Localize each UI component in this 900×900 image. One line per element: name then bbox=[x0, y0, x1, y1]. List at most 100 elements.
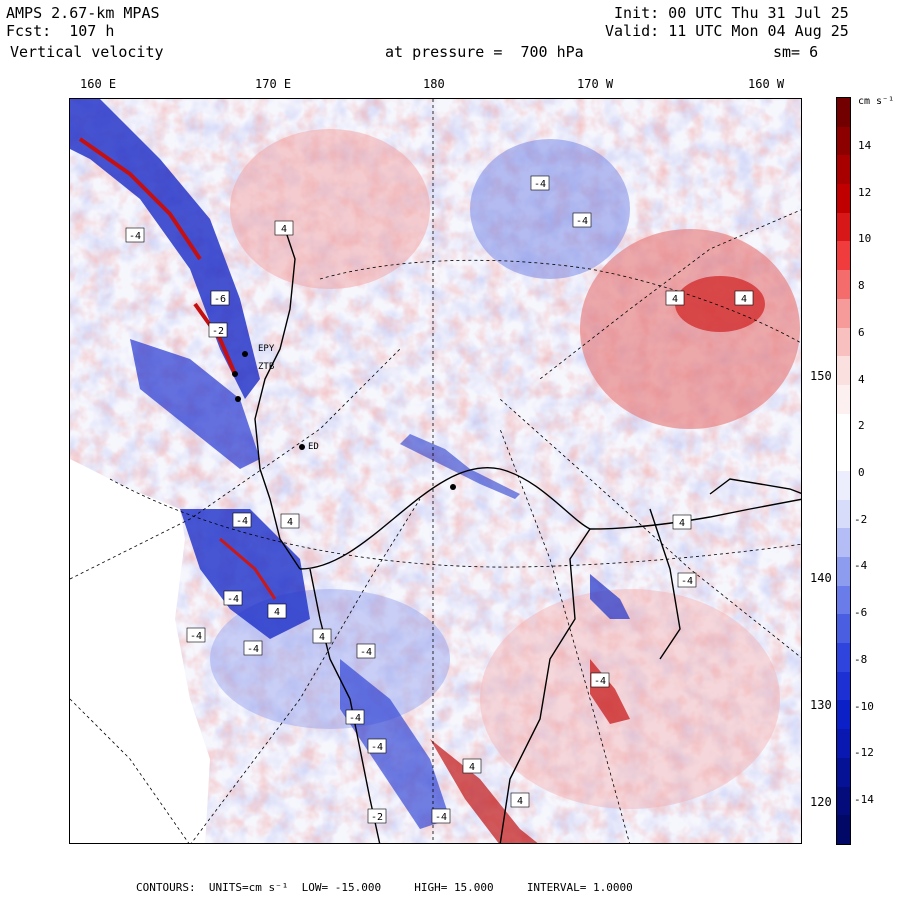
station-label-group: EPY ZTB ED bbox=[258, 344, 319, 452]
contour-box: -2 bbox=[367, 808, 387, 824]
map-canvas: EPY ZTB ED -4 -4 4 -4 4 4 -6 -2 4 -4 -4 … bbox=[70, 99, 801, 843]
svg-text:-4: -4 bbox=[435, 812, 447, 823]
colorbar-tick-label: 12 bbox=[858, 185, 872, 199]
contour-info: CONTOURS: UNITS=cm s⁻¹ LOW= -15.000 HIGH… bbox=[136, 881, 633, 894]
lon-label-160w: 160 W bbox=[748, 77, 785, 91]
svg-text:4: 4 bbox=[741, 294, 747, 305]
ridge-blue-east-1 bbox=[590, 574, 630, 619]
svg-text:-4: -4 bbox=[247, 644, 259, 655]
colorbar-tick-label: 8 bbox=[858, 279, 865, 293]
contour-box: -4 bbox=[186, 627, 206, 643]
contour-boxes: -4 -4 4 -4 4 4 -6 -2 4 -4 -4 4 4 -4 4 -4… bbox=[125, 175, 754, 824]
lon-label-160e: 160 E bbox=[80, 77, 117, 91]
colorbar-segment bbox=[837, 241, 850, 271]
lon-label-170w: 170 W bbox=[577, 77, 614, 91]
svg-text:-4: -4 bbox=[371, 742, 383, 753]
valid-time: Valid: 11 UTC Mon 04 Aug 25 bbox=[605, 22, 849, 40]
station-label-ed: ED bbox=[308, 442, 319, 452]
colorbar-tick-label: 10 bbox=[858, 232, 872, 246]
contour-high: HIGH= 15.000 bbox=[414, 881, 494, 894]
pressure-level: at pressure = 700 hPa bbox=[385, 43, 584, 61]
smoothing: sm= 6 bbox=[773, 43, 819, 61]
svg-text:-4: -4 bbox=[534, 179, 546, 190]
outside-domain bbox=[70, 459, 210, 843]
colorbar-tick-label: -10 bbox=[854, 699, 874, 713]
svg-text:4: 4 bbox=[319, 632, 325, 643]
contour-box: -4 bbox=[232, 512, 252, 528]
colorbar-segment bbox=[837, 126, 850, 156]
colorbar-segment bbox=[837, 585, 850, 615]
contour-box: -4 bbox=[431, 808, 451, 824]
svg-text:4: 4 bbox=[517, 796, 523, 807]
svg-text:4: 4 bbox=[469, 762, 475, 773]
colorbar-tick-label: 4 bbox=[858, 372, 865, 386]
colorbar-segment bbox=[837, 298, 850, 328]
svg-text:4: 4 bbox=[281, 224, 287, 235]
mountain-ridge-red-1 bbox=[78, 137, 202, 261]
svg-text:4: 4 bbox=[679, 518, 685, 529]
colorbar bbox=[836, 97, 851, 845]
colorbar-tick-label: -12 bbox=[854, 746, 874, 760]
colorbar-segment bbox=[837, 700, 850, 730]
colorbar-segment bbox=[837, 786, 850, 816]
mountain-ridge-red-3 bbox=[219, 537, 277, 600]
field-name: Vertical velocity bbox=[10, 43, 164, 61]
colorbar-segment bbox=[837, 499, 850, 529]
contour-box: -4 bbox=[356, 643, 376, 659]
colorbar-tick-label: -8 bbox=[854, 652, 868, 666]
contour-box: 4 bbox=[734, 290, 754, 306]
colorbar-segment bbox=[837, 614, 850, 644]
mountain-ridge-red-2 bbox=[193, 302, 237, 375]
colorbar-tick-label: -6 bbox=[854, 606, 868, 620]
lon-label-170e: 170 E bbox=[255, 77, 292, 91]
contour-box: -4 bbox=[125, 227, 145, 243]
lon-label-180: 180 bbox=[423, 77, 445, 91]
contour-box: 4 bbox=[462, 758, 482, 774]
colorbar-units: cm s⁻¹ bbox=[858, 96, 895, 107]
colorbar-segment bbox=[837, 327, 850, 357]
svg-text:-4: -4 bbox=[227, 594, 239, 605]
contours-label: CONTOURS: bbox=[136, 881, 196, 894]
svg-text:-4: -4 bbox=[576, 216, 588, 227]
colorbar-tick-label: -2 bbox=[854, 512, 868, 526]
svg-text:4: 4 bbox=[287, 517, 293, 528]
svg-text:4: 4 bbox=[274, 607, 280, 618]
contour-low: LOW= -15.000 bbox=[301, 881, 382, 894]
graticule bbox=[70, 99, 801, 843]
colorbar-segment bbox=[837, 356, 850, 385]
colorbar-segment bbox=[837, 528, 850, 557]
contour-box: -4 bbox=[243, 640, 263, 656]
colorbar-segment bbox=[837, 384, 850, 414]
contour-box: 4 bbox=[510, 792, 530, 808]
contour-units: UNITS=cm s⁻¹ bbox=[208, 881, 289, 894]
station-dot bbox=[450, 484, 456, 490]
colorbar-segment bbox=[837, 184, 850, 213]
mountain-band-south bbox=[340, 659, 450, 829]
mountain-band-west bbox=[130, 339, 260, 469]
positive-region-northeast bbox=[580, 229, 800, 429]
positive-region-north bbox=[230, 129, 430, 289]
vertical-velocity-map: EPY ZTB ED -4 -4 4 -4 4 4 -6 -2 4 -4 -4 … bbox=[69, 98, 802, 844]
contour-box: -4 bbox=[572, 212, 592, 228]
colorbar-segment bbox=[837, 815, 850, 844]
colorbar-segment bbox=[837, 729, 850, 758]
contour-box: 4 bbox=[312, 628, 332, 644]
station-dot bbox=[235, 396, 241, 402]
svg-text:-4: -4 bbox=[681, 576, 693, 587]
colorbar-segment bbox=[837, 557, 850, 586]
colorbar-tick-label: 2 bbox=[858, 419, 865, 433]
colorbar-segment bbox=[837, 270, 850, 299]
positive-region-southeast bbox=[480, 589, 780, 809]
colorbar-segment bbox=[837, 442, 850, 471]
svg-text:-2: -2 bbox=[212, 326, 224, 337]
colorbar-segment bbox=[837, 212, 850, 242]
colorbar-tick-label: -4 bbox=[854, 559, 868, 573]
contour-box: -4 bbox=[223, 590, 243, 606]
contour-box: -4 bbox=[367, 738, 387, 754]
svg-text:-4: -4 bbox=[129, 231, 141, 242]
init-time: Init: 00 UTC Thu 31 Jul 25 bbox=[614, 4, 849, 22]
contour-box: 4 bbox=[274, 220, 294, 236]
svg-text:4: 4 bbox=[672, 294, 678, 305]
stations bbox=[232, 351, 456, 490]
contour-box: -4 bbox=[677, 572, 697, 588]
